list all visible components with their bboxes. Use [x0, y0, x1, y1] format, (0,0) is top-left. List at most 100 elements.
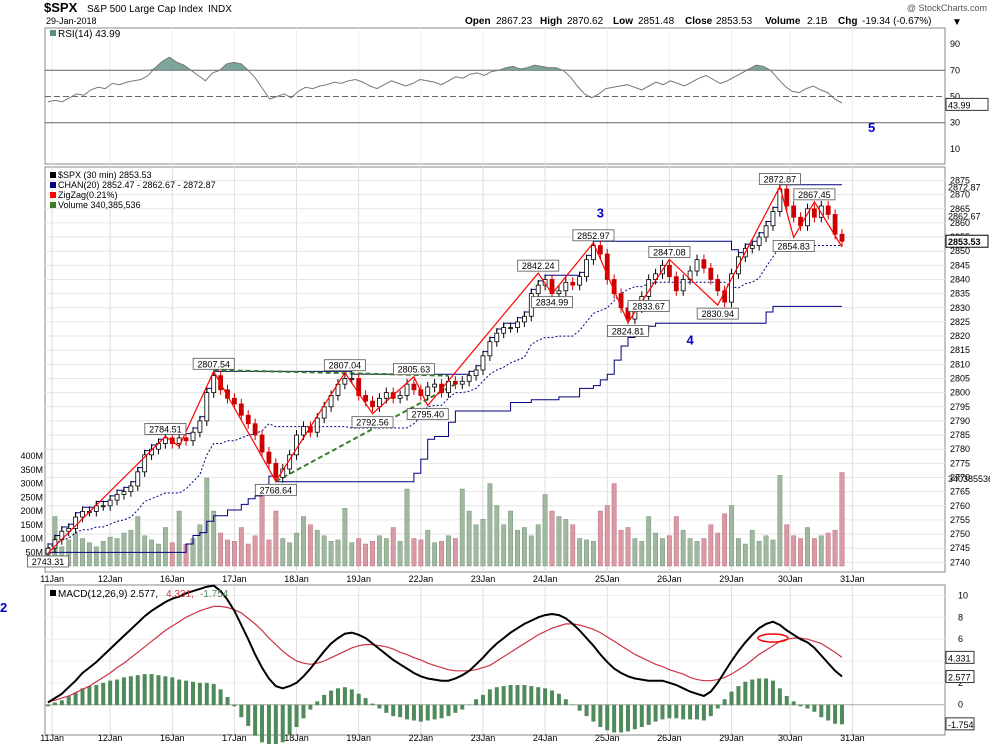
candle-body: [259, 434, 265, 453]
price-tick-label: 2845: [950, 260, 970, 270]
volume-bar: [149, 539, 154, 567]
candle-body: [452, 380, 458, 385]
macd-hist-bar: [163, 676, 168, 706]
price-legend-swatch: [50, 192, 56, 198]
price-layer: 2743.31 2784.51 2807.54 2768.64 2807.04 2792.…: [27, 173, 845, 568]
candle-body: [701, 259, 707, 269]
volume-bar: [839, 472, 845, 567]
volume-bar: [307, 524, 313, 567]
chg-value: -19.34 (-0.67%): [862, 16, 931, 27]
candle-body: [763, 225, 769, 238]
macd-hist-bar: [743, 681, 748, 706]
macd-tick-label: 0: [958, 700, 963, 710]
macd-right-box: [945, 670, 975, 684]
price-legend-item: Volume 340,385,536: [58, 200, 141, 210]
macd-hist-bar: [798, 704, 803, 707]
volume-bar: [287, 542, 293, 567]
macd-hist-bar: [750, 679, 755, 706]
macd-hist-bar: [577, 704, 582, 711]
symbol-title: $SPX: [44, 0, 78, 15]
volume-bar: [370, 541, 375, 567]
channel-lower: [48, 305, 842, 553]
price-legend-swatch: [50, 172, 56, 178]
candle-body: [729, 273, 734, 303]
volume-bar: [466, 510, 472, 567]
price-x-tick: 29Jan: [719, 574, 744, 584]
macd-hist-bar: [59, 700, 64, 706]
wave-label-2: 2: [0, 600, 7, 615]
volume-bar: [570, 524, 576, 567]
ohlc-summary: Open 2867.23 High 2870.62 Low 2851.48 Cl…: [465, 16, 962, 28]
volume-bar: [446, 535, 451, 567]
macd-hist-bar: [135, 675, 140, 706]
macd-hist-bar: [87, 686, 92, 706]
price-tick-label: 2840: [950, 274, 970, 284]
volume-bar: [591, 541, 596, 567]
candle-body: [825, 205, 831, 215]
chart-date: 29-Jan-2018: [46, 16, 97, 26]
macd-hist-bar: [791, 701, 796, 706]
volume-bar: [273, 510, 279, 567]
high-label: High: [540, 16, 562, 27]
macd-hist-bar: [128, 676, 133, 706]
macd-hist-bar: [232, 704, 237, 707]
volume-tick-label: 150M: [20, 520, 43, 530]
macd-hist-bar: [819, 704, 824, 718]
zigzag-label: 2807.54: [197, 359, 230, 369]
candle-body: [811, 208, 817, 218]
candle-body: [791, 205, 797, 218]
rsi-legend-text: RSI(14) 43.99: [58, 29, 121, 40]
price-x-tick: 18Jan: [284, 574, 309, 584]
volume-bar: [252, 535, 258, 567]
candle-body: [238, 403, 244, 416]
macd-hist-bar: [384, 704, 389, 713]
macd-hist-bar: [812, 704, 817, 712]
candle-body: [542, 279, 548, 286]
price-tick-label: 2765: [950, 487, 970, 497]
volume-bar: [625, 527, 631, 567]
macd-hist-bar: [156, 675, 161, 706]
macd-hist-bar: [329, 690, 334, 706]
candle-body: [839, 233, 845, 242]
candle-body: [356, 378, 362, 396]
zigzag-label: 2792.56: [356, 418, 389, 428]
macd-hist-bar: [826, 704, 831, 721]
zigzag-label-box: [627, 299, 670, 312]
macd-legend-signal: 4.331,: [166, 589, 194, 600]
macd-hist-bar: [411, 704, 416, 721]
candle-body: [770, 211, 776, 227]
macd-hist-bar: [218, 689, 223, 706]
rsi-legend: RSI(14) 43.99: [50, 29, 121, 40]
zigzag-label-box: [406, 408, 449, 421]
macd-hist-bar: [453, 704, 458, 713]
macd-hist-bar: [660, 704, 665, 720]
macd-hist-bar: [729, 691, 734, 706]
volume-bar: [425, 530, 431, 567]
channel-upper: [48, 184, 842, 545]
price-right-label: 340385536: [948, 474, 990, 484]
wave-label-5: 5: [868, 120, 875, 135]
volume-bar: [577, 538, 583, 567]
price-x-tick: 30Jan: [778, 574, 803, 584]
price-tick-label: 2760: [950, 501, 970, 511]
volume-bar: [266, 539, 272, 567]
candle-body: [100, 505, 106, 508]
candle-body: [832, 214, 838, 235]
macd-hist-bar: [708, 704, 713, 717]
candle-body: [301, 426, 306, 436]
macd-legend-macd: MACD(12,26,9) 2.577,: [58, 589, 158, 600]
price-x-tick: 31Jan: [840, 574, 865, 584]
chevron-down-icon[interactable]: ▼: [952, 17, 962, 28]
macd-x-tick: 29Jan: [719, 733, 744, 743]
zigzag-label: 2795.40: [411, 410, 444, 420]
price-x-tick: 19Jan: [346, 574, 371, 584]
volume-bar: [335, 539, 341, 567]
zigzag-label-box: [254, 483, 297, 496]
macd-hist-bar: [204, 682, 209, 706]
exchange-label: INDX: [208, 4, 232, 15]
volume-bar: [680, 530, 686, 567]
axis-layer: 907050301043.9911Jan11Jan12Jan12Jan16Jan…: [20, 39, 990, 743]
volume-bar: [515, 530, 520, 567]
volume-bar: [259, 494, 265, 567]
